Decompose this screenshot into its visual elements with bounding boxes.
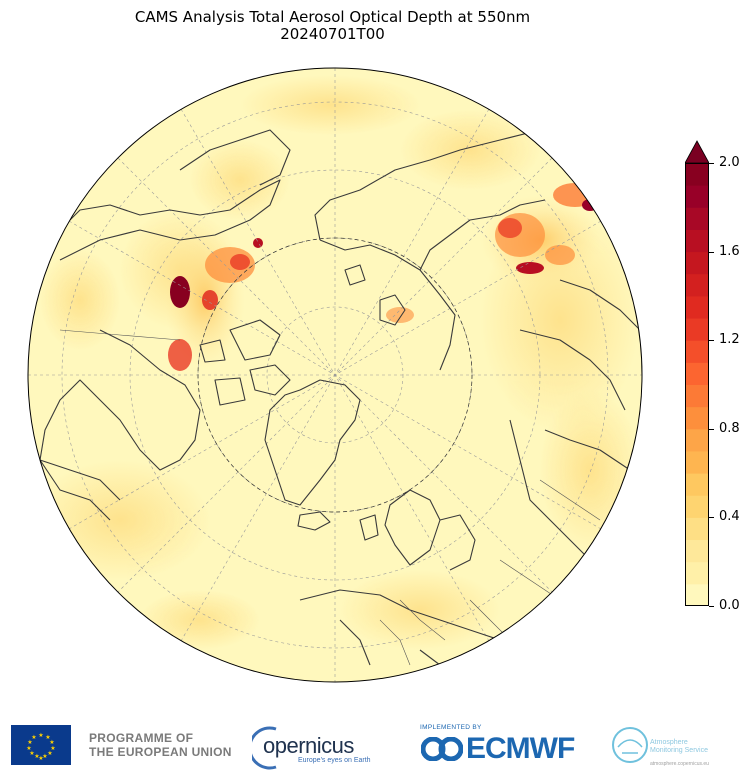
copernicus-wordmark: opernicus: [263, 733, 354, 758]
colorbar-tick-mark: [709, 163, 714, 164]
map-disc: [28, 68, 642, 682]
svg-text:★: ★: [34, 753, 39, 760]
eu-line1: PROGRAMME OF: [89, 731, 194, 745]
ams-text: Atmosphere Monitoring Service: [650, 739, 708, 755]
colorbar-tick-label: 0.4: [719, 509, 740, 525]
ams-line1: Atmosphere: [650, 739, 688, 746]
svg-text:★: ★: [47, 750, 52, 757]
colorbar-segment: [685, 450, 709, 474]
colorbar-segment: [685, 539, 709, 563]
colorbar-segment: [685, 362, 709, 385]
colorbar-segment: [685, 163, 709, 186]
ecmwf-wordmark: ECMWF: [466, 732, 575, 765]
colorbar-tick-label: 1.2: [719, 332, 740, 348]
ams-line2: Monitoring Service: [650, 747, 708, 754]
colorbar-tick-mark: [709, 517, 714, 519]
svg-text:★: ★: [38, 732, 43, 739]
arctic-circle: [197, 237, 473, 513]
atmosphere-monitoring-logo-icon: [612, 727, 648, 763]
colorbar-segment: [685, 340, 709, 363]
svg-text:★: ★: [29, 750, 34, 757]
colorbar-segment: [685, 583, 709, 606]
colorbar-segment: [685, 428, 709, 452]
colorbar-tick-mark: [709, 340, 714, 342]
colorbar-segment: [685, 384, 709, 408]
colorbar-segment: [685, 185, 709, 208]
colorbar-tick-label: 1.6: [719, 243, 740, 259]
colorbar-tick-mark: [709, 428, 714, 430]
copernicus-logo-icon: [252, 726, 277, 770]
colorbar-tick-mark: [709, 251, 714, 253]
colorbar-tick-label: 2.0: [719, 155, 740, 170]
svg-text:★: ★: [27, 739, 32, 746]
chart-subtitle-date: 20240701T00: [280, 25, 385, 43]
colorbar-segment: [685, 406, 709, 430]
colorbar-segment: [685, 318, 709, 341]
svg-text:★: ★: [45, 734, 50, 741]
eu-programme-text: PROGRAMME OF THE EUROPEAN UNION: [89, 731, 232, 759]
ams-url: atmosphere.copernicus.eu: [650, 761, 709, 767]
colorbar-extend-arrow: [685, 140, 709, 164]
polar-map: [27, 67, 643, 683]
colorbar-tick-label: 0.8: [719, 420, 740, 436]
footer-logos: ★ ★ ★ ★ ★ ★ ★ ★ ★ ★ ★ ★ PROGRAMME OF THE EUROPEA…: [0, 715, 750, 778]
colorbar-tick-mark: [709, 606, 714, 607]
chart-title: CAMS Analysis Total Aerosol Optical Dept…: [134, 8, 531, 26]
svg-text:★: ★: [42, 753, 47, 760]
borders: [59, 329, 601, 666]
colorbar-segment: [685, 473, 709, 496]
eu-flag-icon: ★ ★ ★ ★ ★ ★ ★ ★ ★ ★ ★ ★: [11, 725, 71, 765]
svg-text:★: ★: [38, 755, 43, 762]
svg-text:★: ★: [31, 734, 36, 741]
copernicus-tagline: Europe's eyes on Earth: [298, 757, 371, 764]
colorbar-segment: [685, 561, 709, 585]
svg-text:★: ★: [26, 745, 31, 752]
colorbar-segment: [685, 517, 709, 541]
map-boundary: [27, 67, 643, 683]
aerosol-plume-siberia: [480, 183, 600, 285]
colorbar-segment: [685, 229, 709, 253]
coastlines: [39, 129, 641, 681]
colorbar-segment: [685, 207, 709, 230]
colorbar: [685, 163, 709, 606]
colorbar-segment: [685, 251, 709, 275]
colorbar-segment: [685, 495, 709, 518]
colorbar-segment: [685, 273, 709, 297]
implemented-by-label: IMPLEMENTED BY: [420, 724, 482, 731]
svg-text:★: ★: [50, 745, 55, 752]
colorbar-segment: [685, 295, 709, 319]
svg-text:★: ★: [49, 739, 54, 746]
colorbar-border: [685, 163, 709, 606]
eu-line2: THE EUROPEAN UNION: [89, 745, 232, 759]
colorbar-tick-label: 0.0: [719, 598, 740, 613]
ecmwf-mark-icon: [421, 737, 463, 761]
